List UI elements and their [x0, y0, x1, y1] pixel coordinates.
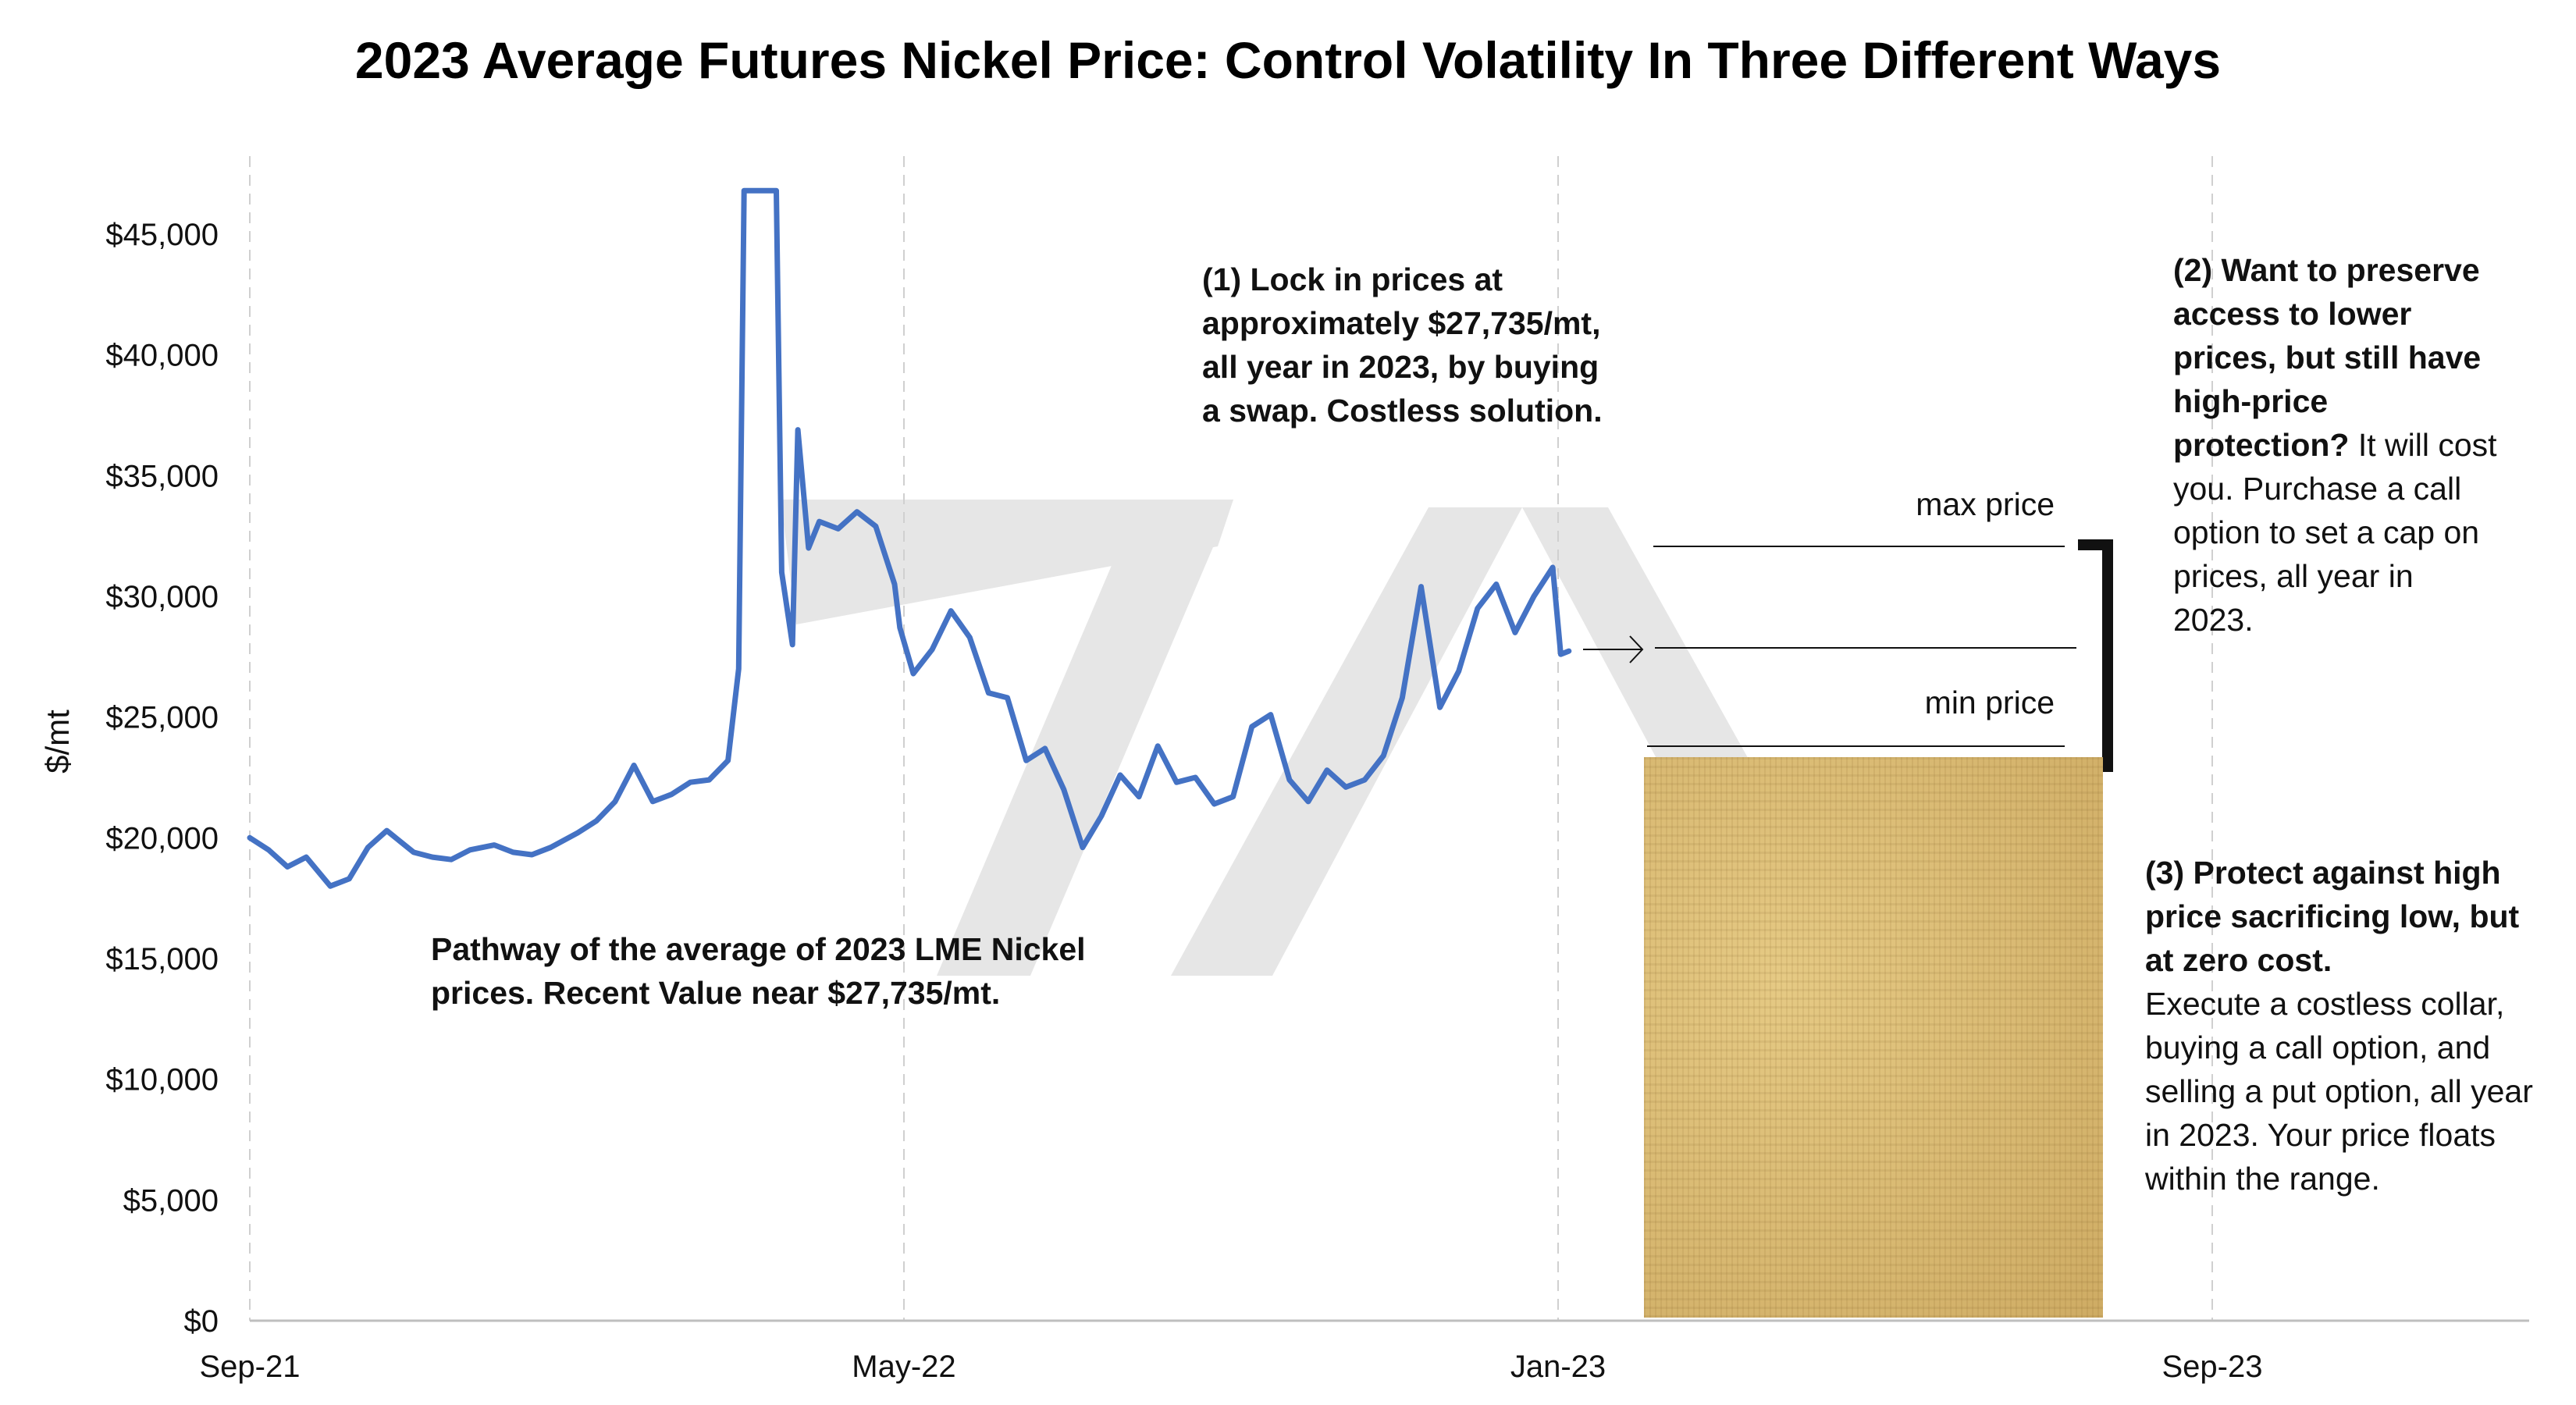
max-price-label: max price [1916, 486, 2055, 522]
collar-bracket [2078, 539, 2113, 772]
option-1-note: (1) Lock in prices at approximately $27,… [1202, 261, 1603, 429]
x-tick-label: Jan-23 [1510, 1350, 1606, 1384]
y-tick-label: $45,000 [105, 218, 219, 252]
y-tick-label: $40,000 [105, 339, 219, 373]
pathway-note: Pathway of the average of 2023 LME Nicke… [431, 931, 1086, 1011]
vertical-gridlines [249, 156, 2213, 1321]
y-tick-label: $5,000 [123, 1183, 219, 1218]
option-3-note: (3) Protect against high price sacrifici… [2145, 855, 2533, 1197]
option-2-note: (2) Want to preserve access to lower pri… [2173, 252, 2497, 638]
y-tick-label: $30,000 [105, 580, 219, 614]
x-tick-label: May-22 [852, 1350, 955, 1384]
x-tick-labels: Sep-21 May-22 Jan-23 Sep-23 [200, 1350, 2263, 1384]
y-tick-label: $10,000 [105, 1063, 219, 1097]
y-tick-label: $25,000 [105, 701, 219, 735]
y-tick-label: $15,000 [105, 942, 219, 976]
papyrus-texture-panel [1644, 757, 2103, 1318]
y-tick-label: $35,000 [105, 459, 219, 493]
chart-title: 2023 Average Futures Nickel Price: Contr… [355, 31, 2221, 89]
x-tick-label: Sep-21 [200, 1350, 301, 1384]
y-tick-labels: $0 $5,000 $10,000 $15,000 $20,000 $25,000 $30,… [105, 218, 219, 1339]
arrow-icon [1629, 635, 1644, 663]
y-tick-label: $20,000 [105, 821, 219, 855]
min-price-label: min price [1925, 685, 2055, 720]
nickel-price-line [247, 187, 1572, 889]
y-axis-label: $/mt [39, 710, 76, 774]
watermark-logo [781, 500, 1795, 976]
x-tick-label: Sep-23 [2162, 1350, 2263, 1384]
y-tick-label: $0 [184, 1304, 219, 1339]
